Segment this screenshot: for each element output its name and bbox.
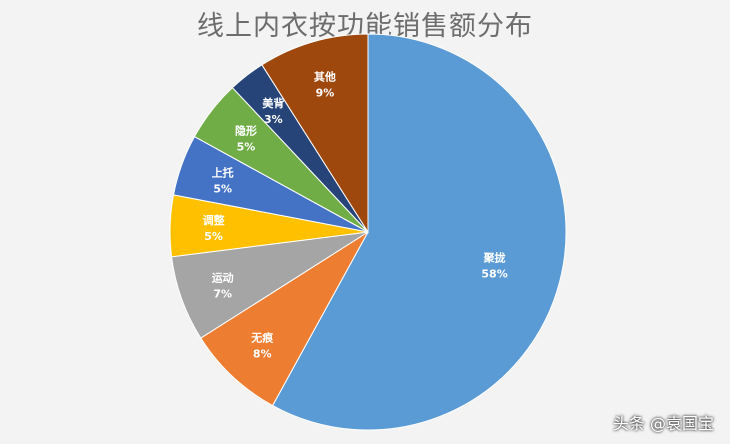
slice-category-label: 其他 bbox=[314, 70, 336, 84]
slice-percent-label: 7% bbox=[213, 287, 232, 300]
slice-category-label: 隐形 bbox=[235, 123, 257, 137]
slice-category-label: 美背 bbox=[262, 96, 284, 110]
pie-slice bbox=[200, 231, 369, 407]
slice-category-label: 聚拢 bbox=[483, 250, 506, 264]
slice-category-label: 运动 bbox=[212, 270, 234, 284]
slice-percent-label: 3% bbox=[264, 113, 283, 126]
slice-percent-label: 8% bbox=[253, 348, 272, 361]
pie-slice bbox=[261, 33, 369, 234]
slice-percent-label: 5% bbox=[237, 140, 256, 153]
slice-percent-label: 5% bbox=[213, 183, 232, 196]
pie-slices bbox=[169, 33, 567, 431]
pie-slice bbox=[271, 33, 567, 431]
slice-category-label: 调整 bbox=[203, 213, 225, 227]
slice-category-label: 上托 bbox=[212, 166, 234, 180]
slice-percent-label: 58% bbox=[481, 267, 507, 280]
watermark-text: 头条 @袁国宝 bbox=[612, 414, 714, 433]
slice-percent-label: 9% bbox=[316, 87, 335, 100]
slice-category-label: 无痕 bbox=[250, 331, 274, 345]
slice-percent-label: 5% bbox=[204, 230, 223, 243]
